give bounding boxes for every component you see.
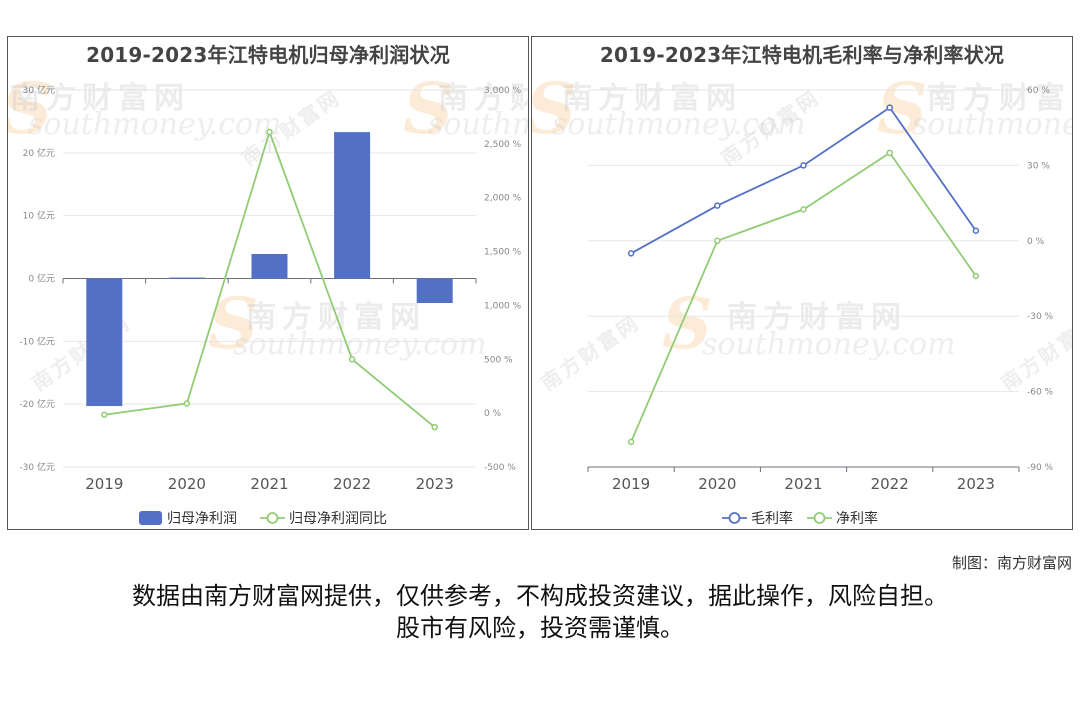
left-axis-tick-label: 10 亿元 [23, 210, 55, 222]
x-axis-label: 2023 [416, 475, 454, 493]
x-axis-label: 2019 [85, 475, 123, 493]
left-axis-tick-label: -20 亿元 [19, 398, 55, 410]
right-axis-tick-label: 60 % [1027, 86, 1050, 96]
series-line [630, 151, 977, 443]
chart-title: 2019-2023年江特电机毛利率与净利率状况 [599, 43, 1005, 67]
series-point [627, 250, 635, 257]
right-chart-panel: S 南方财富网 southmoney.com S 南方财富网 southmone… [531, 36, 1073, 530]
disclaimer-line: 数据由南方财富网提供，仅供参考，不构成投资建议，据此操作，风险自担。 [132, 582, 948, 610]
series-point [431, 423, 438, 431]
legend-label: 净利率 [836, 510, 878, 527]
bar [168, 277, 205, 279]
x-axis-label: 2021 [250, 475, 288, 493]
x-axis-label: 2021 [784, 475, 822, 493]
left-chart-svg: -30 亿元 -20 亿元 -10 亿元 0 亿元 10 亿元 20 亿元 30 亿元 -50… [19, 84, 522, 527]
legend-swatch [139, 511, 162, 525]
series-point [800, 162, 807, 169]
x-axis-label: 2022 [333, 475, 371, 493]
disclaimer-line: 股市有风险，投资需谨慎。 [396, 614, 684, 642]
right-axis-tick-label: 30 % [1027, 161, 1050, 171]
series-line [104, 129, 436, 428]
right-axis-tick-label: 3,000 % [484, 86, 522, 96]
legend-swatch [728, 512, 741, 524]
legend-swatch [266, 512, 279, 524]
x-axis-label: 2020 [698, 475, 736, 493]
series-point [183, 400, 191, 407]
right-axis-tick-label: 0 % [1027, 237, 1045, 247]
left-axis-tick-label: 30 亿元 [23, 84, 55, 96]
series-point [972, 272, 980, 280]
series-point [800, 206, 807, 213]
bar [251, 253, 288, 279]
bar [86, 278, 123, 407]
right-axis-tick-label: 2,500 % [484, 140, 522, 150]
x-axis-label: 2023 [957, 475, 995, 493]
right-axis-tick-label: 1,000 % [484, 301, 522, 311]
right-axis-tick-label: 1,500 % [484, 248, 522, 258]
legend-label: 毛利率 [751, 510, 793, 527]
series-point [627, 438, 635, 446]
bar [416, 278, 453, 304]
left-axis-tick-label: 20 亿元 [23, 147, 55, 159]
right-axis-tick-label: -90 % [1027, 463, 1054, 473]
series-point [886, 149, 893, 157]
disclaimer: 数据由南方财富网提供，仅供参考，不构成投资建议，据此操作，风险自担。 股市有风险… [0, 580, 1080, 644]
right-axis-tick-label: -60 % [1027, 388, 1054, 398]
series-point [266, 128, 273, 136]
x-axis-label: 2019 [612, 475, 650, 493]
right-axis-tick-label: 2,000 % [484, 194, 522, 204]
right-axis-tick-label: -500 % [484, 463, 516, 473]
series-point [886, 104, 893, 111]
right-axis-tick-label: 0 % [484, 409, 502, 419]
x-axis-label: 2020 [168, 475, 206, 493]
chart-credit: 制图：南方财富网 [951, 554, 1072, 572]
right-axis-tick-label: -30 % [1027, 312, 1054, 322]
right-axis-tick-label: 500 % [484, 355, 513, 365]
bar [334, 132, 371, 279]
series-line [630, 106, 977, 255]
legend-label: 归母净利润 [167, 510, 237, 527]
series-point [101, 411, 108, 419]
legend-swatch [813, 512, 826, 524]
series-point [972, 227, 980, 234]
series-point [714, 237, 721, 245]
left-axis-tick-label: -10 亿元 [19, 335, 55, 347]
right-chart-svg: -90 % -60 % -30 % 0 % 30 % 60 % 2019 2020 2021 20… [587, 86, 1054, 527]
chart-title: 2019-2023年江特电机归母净利润状况 [86, 43, 450, 67]
left-axis-tick-label: -30 亿元 [19, 461, 55, 473]
series-point [714, 202, 721, 209]
series-point [348, 356, 356, 363]
x-axis-label: 2022 [871, 475, 909, 493]
left-chart-panel: S 南方财富网 southmoney.com S 南方财富网 southmone… [7, 36, 529, 530]
left-axis-tick-label: 0 亿元 [28, 273, 55, 285]
legend-label: 归母净利润同比 [289, 510, 387, 527]
